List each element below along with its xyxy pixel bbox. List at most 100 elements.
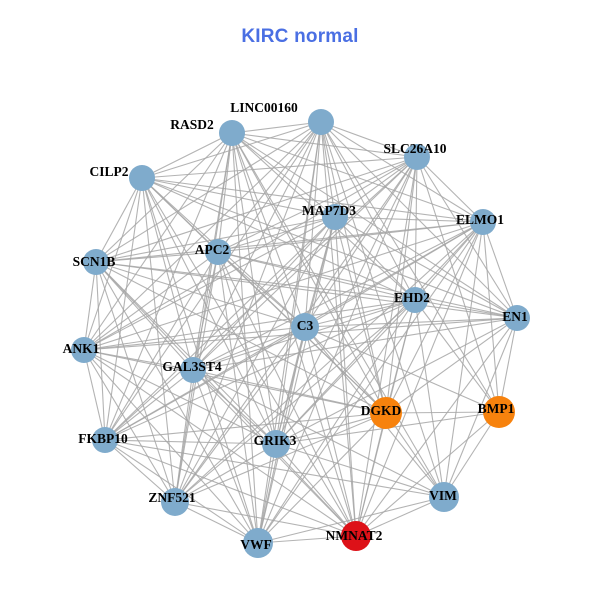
graph-edge: [83, 349, 387, 414]
graph-edge: [174, 501, 357, 537]
graph-edge: [83, 349, 259, 544]
graph-edge: [95, 261, 194, 371]
graph-edge: [104, 412, 387, 441]
graph-edge: [217, 132, 233, 253]
graph-edge: [334, 216, 416, 301]
graph-node-map7d3[interactable]: [322, 204, 348, 230]
graph-edge: [304, 156, 418, 328]
graph-edge: [192, 369, 277, 445]
graph-edge: [192, 221, 484, 371]
graph-node-dgkd[interactable]: [370, 397, 402, 429]
graph-edge: [217, 251, 518, 319]
graph-node-fkbp10[interactable]: [92, 427, 118, 453]
graph-edge: [416, 156, 484, 223]
graph-edge: [385, 156, 418, 414]
graph-node-scn1b[interactable]: [83, 249, 109, 275]
graph-node-linc00160[interactable]: [308, 109, 334, 135]
graph-node-znf521[interactable]: [161, 488, 189, 516]
graph-edge: [217, 251, 306, 328]
graph-edge: [231, 132, 277, 445]
graph-node-gal3st4[interactable]: [180, 357, 206, 383]
graph-edge: [443, 317, 518, 498]
graph-node-ehd2[interactable]: [402, 287, 428, 313]
graph-edge: [95, 261, 106, 441]
graph-edge: [334, 216, 484, 223]
graph-edge: [174, 326, 306, 503]
graph-edge: [320, 121, 500, 413]
graph-node-slc26a10[interactable]: [404, 144, 430, 170]
graph-edge: [192, 326, 306, 371]
graph-edge: [482, 221, 500, 413]
graph-edge: [482, 221, 518, 319]
graph-node-vwf[interactable]: [243, 528, 273, 558]
graph-edge: [275, 299, 416, 445]
graph-edge: [174, 221, 484, 503]
graph-edge: [141, 177, 518, 319]
graph-edge: [174, 412, 387, 503]
graph-edge: [83, 216, 336, 351]
graph-edge: [95, 221, 484, 263]
graph-edge: [192, 251, 219, 371]
graph-node-vim[interactable]: [429, 482, 459, 512]
graph-edge: [304, 326, 357, 537]
graph-edge: [83, 299, 416, 351]
graph-node-grik3[interactable]: [262, 430, 290, 458]
graph-edge: [95, 177, 143, 263]
graph-edge: [231, 121, 322, 134]
graph-edge: [414, 299, 518, 319]
graph-edge: [104, 326, 306, 441]
graph-edge: [83, 251, 219, 351]
graph-edge: [83, 349, 277, 445]
graph-edge: [141, 177, 176, 503]
graph-edge: [257, 443, 277, 544]
graph-edge: [257, 299, 416, 544]
graph-edge: [95, 261, 259, 544]
graph-edge: [231, 132, 387, 414]
graph-edge: [217, 156, 418, 253]
graph-edge: [320, 121, 387, 414]
graph-node-en1[interactable]: [504, 305, 530, 331]
graph-edge: [95, 261, 416, 301]
graph-node-c3[interactable]: [291, 313, 319, 341]
graph-edge: [231, 132, 418, 158]
graph-edge: [192, 369, 387, 414]
graph-node-cilp2[interactable]: [129, 165, 155, 191]
graph-edge: [257, 156, 418, 544]
graph-edge: [385, 411, 500, 414]
graph-node-nmnat2[interactable]: [341, 521, 371, 551]
graph-edge: [95, 251, 219, 263]
graph-edge: [275, 412, 387, 445]
graph-edge: [174, 299, 416, 503]
graph-edge: [141, 156, 418, 179]
graph-edge: [83, 349, 106, 441]
graph-edge: [355, 411, 500, 537]
graph-edge: [192, 369, 445, 498]
graph-node-elmo1[interactable]: [470, 209, 496, 235]
graph-edge: [443, 221, 484, 498]
graph-edge: [416, 156, 518, 319]
graph-edge: [104, 132, 233, 441]
graph-edge: [174, 443, 277, 503]
graph-node-ank1[interactable]: [71, 337, 97, 363]
graph-edge: [355, 221, 484, 537]
graph-node-label-cilp2: CILP2: [89, 164, 129, 179]
graph-edge: [414, 299, 500, 413]
graph-edge: [83, 156, 418, 351]
graph-edge: [104, 439, 445, 498]
graph-edge: [217, 251, 259, 544]
graph-edge: [192, 317, 518, 371]
graph-edge: [414, 221, 484, 301]
graph-edge: [385, 317, 518, 414]
graph-edge: [104, 299, 416, 441]
graph-edge: [217, 121, 322, 253]
graph-edge: [141, 177, 277, 445]
graph-edge: [275, 317, 518, 445]
graph-node-apc2[interactable]: [205, 239, 231, 265]
graph-node-bmp1[interactable]: [483, 396, 515, 428]
graph-edge: [320, 121, 336, 218]
graph-node-rasd2[interactable]: [219, 120, 245, 146]
graph-edge: [320, 121, 418, 158]
graph-edge: [192, 369, 259, 544]
